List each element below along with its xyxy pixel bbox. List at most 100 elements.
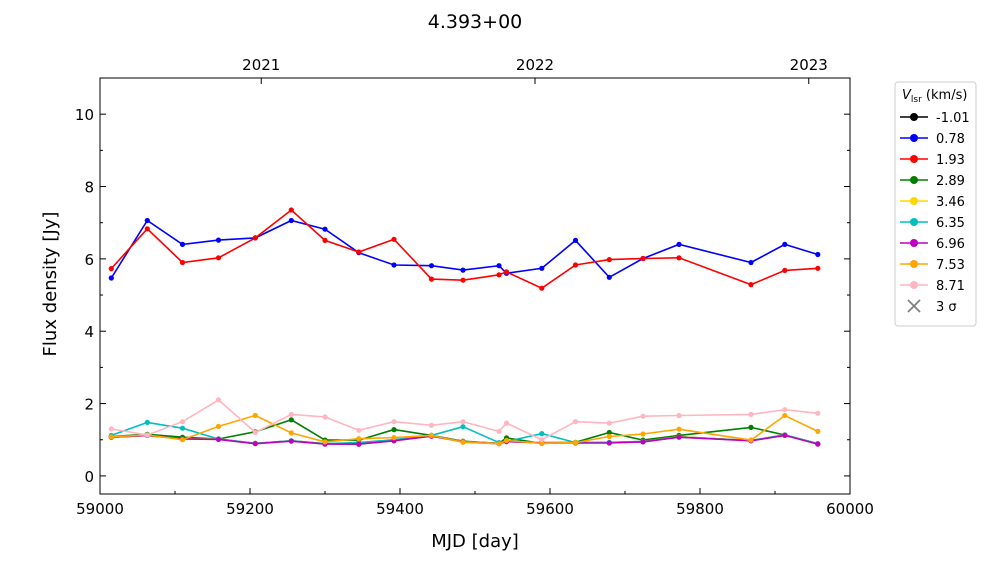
legend: Vlsr (km/s) -1.01 0.78 1.93 2.89 3.46 6.35 6.96… <box>894 81 977 327</box>
y-tick-label: 2 <box>84 396 94 414</box>
data-point <box>322 439 328 445</box>
data-point <box>606 420 612 426</box>
data-point <box>356 427 362 433</box>
data-point <box>428 432 435 438</box>
legend-marker <box>910 218 918 226</box>
data-point <box>179 425 186 431</box>
data-point <box>539 431 545 437</box>
data-point <box>428 276 435 282</box>
data-point <box>640 439 646 445</box>
data-point <box>288 217 294 224</box>
data-point <box>503 269 510 275</box>
data-point <box>460 277 466 283</box>
data-point <box>815 251 821 258</box>
data-point <box>391 427 397 433</box>
data-point <box>108 434 114 440</box>
data-point <box>144 226 150 232</box>
data-point <box>496 263 502 269</box>
data-point <box>539 265 545 271</box>
data-point <box>460 419 466 425</box>
legend-marker <box>910 239 918 247</box>
data-point <box>640 413 646 419</box>
data-point <box>108 426 114 432</box>
data-point <box>215 423 222 429</box>
data-point <box>606 257 612 263</box>
data-point <box>215 237 222 243</box>
data-point <box>782 432 788 438</box>
x-axis-label: MJD [day] <box>431 531 519 552</box>
legend-label: 2.89 <box>936 174 965 189</box>
data-point <box>676 412 682 419</box>
y-tick-label: 4 <box>84 323 94 341</box>
data-point <box>108 275 114 281</box>
x-tick-label: 59400 <box>376 500 424 518</box>
chart-title: 4.393+00 <box>428 11 523 33</box>
y-axis-label: Flux density [Jy] <box>40 212 61 357</box>
legend-marker <box>910 134 918 142</box>
legend-label: 3 σ <box>936 300 957 315</box>
data-point <box>108 266 114 272</box>
data-point <box>391 419 397 425</box>
data-point <box>606 440 612 446</box>
legend-label: 6.35 <box>936 216 965 231</box>
top-axis-tick-label: 2023 <box>790 56 828 74</box>
plot-area: 59000 59200 59400 59600 59800 60000 0 2 4 6 8 10 202… <box>75 56 874 518</box>
data-point <box>640 431 646 437</box>
top-axis-tick-label: 2022 <box>516 56 554 74</box>
data-point <box>288 207 294 213</box>
data-point <box>179 259 186 266</box>
legend-label: 1.93 <box>936 153 965 168</box>
data-point <box>748 437 754 443</box>
data-point <box>748 282 754 288</box>
data-point <box>676 241 682 247</box>
data-point <box>179 437 186 443</box>
data-point <box>144 432 150 438</box>
data-point <box>144 217 150 224</box>
data-point <box>391 236 397 242</box>
data-point <box>748 424 754 430</box>
data-point <box>460 424 466 430</box>
data-point <box>748 259 754 266</box>
data-point <box>428 263 435 269</box>
data-point <box>179 241 186 247</box>
legend-marker <box>910 197 918 205</box>
legend-cross-marker <box>907 299 921 313</box>
legend-label: 7.53 <box>936 258 965 273</box>
data-point <box>572 237 579 243</box>
data-point <box>503 420 510 426</box>
legend-marker <box>910 281 918 289</box>
data-point <box>322 414 328 420</box>
data-point <box>288 411 294 417</box>
x-tick-label: 60000 <box>826 500 874 518</box>
data-point <box>606 429 612 436</box>
x-tick-label: 59600 <box>526 500 574 518</box>
data-point <box>815 428 821 434</box>
data-point <box>815 410 821 416</box>
data-point <box>606 433 612 440</box>
data-point <box>252 429 258 436</box>
legend-label: -1.01 <box>936 111 970 126</box>
data-point <box>539 437 545 443</box>
data-point <box>391 262 397 268</box>
legend-title: Vlsr (km/s) <box>902 88 967 105</box>
data-point <box>252 441 258 447</box>
legend-marker <box>910 176 918 184</box>
legend-label: 3.46 <box>936 195 965 210</box>
y-tick-label: 8 <box>84 179 94 197</box>
y-tick-label: 10 <box>75 106 94 124</box>
data-point <box>782 412 788 419</box>
data-point <box>815 265 821 271</box>
data-point <box>252 412 258 419</box>
data-point <box>572 262 579 268</box>
data-point <box>640 255 646 262</box>
data-point <box>288 430 294 436</box>
data-point <box>356 441 362 447</box>
data-point <box>496 428 502 434</box>
x-tick-label: 59800 <box>676 500 724 518</box>
series-line <box>110 208 818 290</box>
data-point <box>606 274 612 280</box>
data-point <box>782 241 788 247</box>
data-point <box>288 438 294 444</box>
